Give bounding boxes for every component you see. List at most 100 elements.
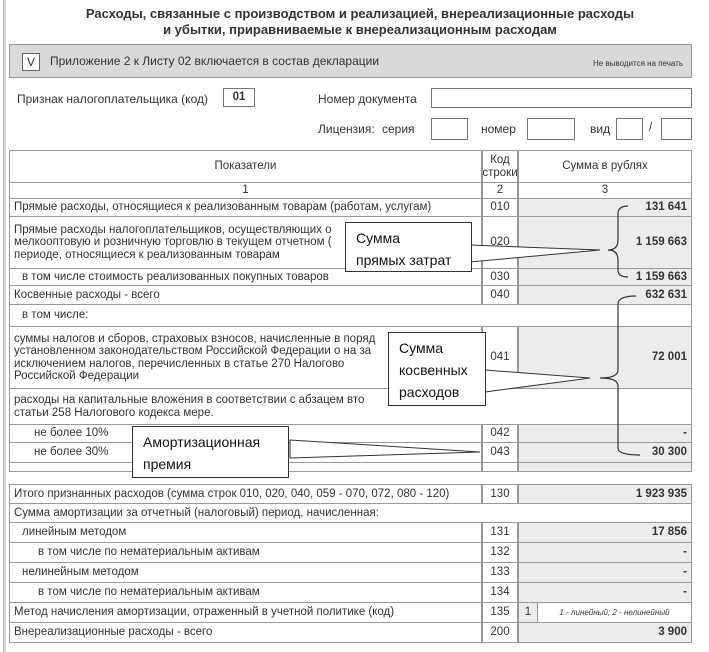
row-code-text: 010: [490, 201, 510, 213]
row-code-text: 200: [490, 626, 510, 638]
title-line-1: Расходы, связанные с производством и реа…: [85, 6, 635, 21]
header-sum-text: Сумма в рублях: [562, 160, 648, 172]
row-code: 200: [482, 622, 518, 643]
row-sum-text: -: [683, 427, 687, 439]
series-label: серия: [382, 122, 415, 136]
row-label-text: Итого признанных расходов (сумма строк 0…: [14, 487, 450, 500]
column-number-text: 1: [242, 184, 249, 196]
license-label: Лицензия:: [318, 122, 375, 136]
brace-direct: [607, 205, 629, 278]
row-label: Прямые расходы налогоплательщиков, осуще…: [9, 216, 482, 269]
row-sum-text: 1 159 663: [635, 236, 687, 248]
callout-direct-costs: Сумма прямых затрат: [345, 222, 472, 272]
row-sum-text: 17 856: [651, 526, 687, 538]
row-label-text: Внереализационные расходы - всего: [14, 626, 213, 638]
row-sum-text: 1 159 663: [635, 270, 687, 283]
header-indicators-text: Показатели: [214, 160, 277, 172]
callout-line: премия: [143, 456, 192, 472]
pointer-indirect: [484, 369, 591, 393]
method-code-field-text: 1: [524, 606, 532, 618]
row-label: суммы налогов и сборов, страховых взносо…: [9, 326, 482, 389]
row-sum-text: 632 631: [645, 288, 687, 301]
row-label-text: в том числе стоимость реализованных поку…: [22, 270, 329, 283]
row-sum[interactable]: 1 923 935: [518, 484, 692, 504]
series-field[interactable]: [431, 118, 468, 140]
row-label-text: нелинейным методом: [22, 566, 139, 578]
banner-text: Приложение 2 к Листу 02 включается в сос…: [50, 54, 380, 68]
row-label-text: линейным методом: [22, 526, 127, 538]
row-sum-text: 1 923 935: [635, 487, 687, 500]
row-code-text: 043: [490, 446, 510, 458]
callout-line: Сумма: [399, 340, 443, 356]
column-number-text: 3: [601, 184, 609, 196]
callout-line: косвенных: [399, 362, 468, 378]
callout-line: расходов: [399, 384, 460, 400]
row-code-text: 135: [490, 606, 510, 618]
row-label-text: Метод начисления амортизации, отраженный…: [14, 606, 395, 618]
row-label-text: в том числе по нематериальным активам: [38, 586, 260, 598]
row-label-text: в том числе по нематериальным активам: [38, 546, 260, 558]
title-line-2: и убытки, приравниваемые к внереализацио…: [163, 22, 557, 37]
callout-depreciation-bonus: Амортизационная премия: [132, 426, 289, 478]
row-code: [482, 462, 518, 472]
row-sum-text: 30 300: [651, 446, 687, 458]
row-code-text: 040: [490, 288, 510, 301]
page-title: Расходы, связанные с производством и реа…: [60, 6, 660, 38]
include-checkbox[interactable]: V: [22, 53, 40, 71]
row-label: Внереализационные расходы - всего: [9, 622, 482, 643]
banner-note: Не выводится на печать: [592, 59, 683, 68]
row-sum[interactable]: 30 300: [518, 442, 692, 463]
pointer-direct: [469, 244, 601, 263]
row-code-text: 030: [490, 270, 510, 283]
taxpayer-label: Признак налогоплательщика (код): [17, 92, 208, 106]
row-code-text: 133: [490, 566, 510, 578]
pointer-bonus: [289, 439, 481, 459]
row-sum[interactable]: 1 159 663: [518, 216, 692, 269]
kind-field-1[interactable]: [616, 118, 643, 140]
row-label-text: не более 10%: [34, 427, 109, 439]
row-sum: [518, 462, 692, 472]
row-label-text: Косвенные расходы - всего: [14, 288, 160, 301]
page-edge: [3, 0, 6, 652]
header-code-text: Код строки: [482, 153, 518, 179]
row-code-text: 130: [490, 487, 510, 500]
row-sum-text: -: [683, 586, 687, 598]
docnum-label: Номер документа: [318, 92, 417, 106]
method-hint-text: 1 - линейный; 2 - нелинейный: [559, 608, 670, 617]
row-sum-text: -: [683, 546, 687, 558]
callout-line: прямых затрат: [356, 252, 452, 268]
row-code-text: 132: [490, 546, 510, 558]
row-code-text: 042: [490, 427, 510, 439]
table-row-text: Сумма амортизации за отчетный (налоговый…: [14, 506, 379, 519]
row-sum-text: 3 900: [658, 626, 687, 638]
docnum-field[interactable]: [431, 88, 692, 108]
row-code-text: 041: [490, 351, 510, 363]
callout-line: Сумма: [356, 230, 400, 246]
include-banner: V Приложение 2 к Листу 02 включается в с…: [9, 44, 692, 78]
row-label-text: не более 30%: [34, 446, 109, 458]
row-code-text: 134: [490, 586, 510, 598]
row-label-text: суммы налогов и сборов, страховых взносо…: [14, 332, 376, 383]
column-number-text: 2: [496, 184, 504, 196]
taxpayer-code-field[interactable]: 01: [223, 88, 255, 107]
row-label-text: Прямые расходы, относящиеся к реализован…: [14, 201, 432, 213]
row-code-text: 131: [490, 526, 510, 538]
row-sum[interactable]: 131 641: [518, 198, 692, 217]
kind-field-2[interactable]: [661, 118, 692, 140]
slash: /: [649, 122, 653, 134]
table-row-text: в том числе:: [22, 309, 89, 321]
callout-indirect-costs: Сумма косвенных расходов: [388, 332, 486, 406]
table-row-text: расходы на капитальные вложения в соотве…: [14, 394, 365, 419]
row-sum[interactable]: 3 900: [518, 622, 692, 643]
row-sum-text: 72 001: [651, 351, 687, 363]
row-sum[interactable]: 1 159 663: [518, 268, 692, 286]
row-sum-text: 131 641: [645, 201, 687, 213]
number-field[interactable]: [527, 118, 575, 140]
callout-line: Амортизационная: [143, 434, 261, 450]
kind-label: вид: [590, 122, 611, 136]
row-code-text: 020: [490, 236, 510, 248]
number-label: номер: [481, 122, 516, 136]
brace-indirect: [599, 295, 641, 456]
row-label-text: Прямые расходы налогоплательщиков, осуще…: [14, 223, 332, 261]
